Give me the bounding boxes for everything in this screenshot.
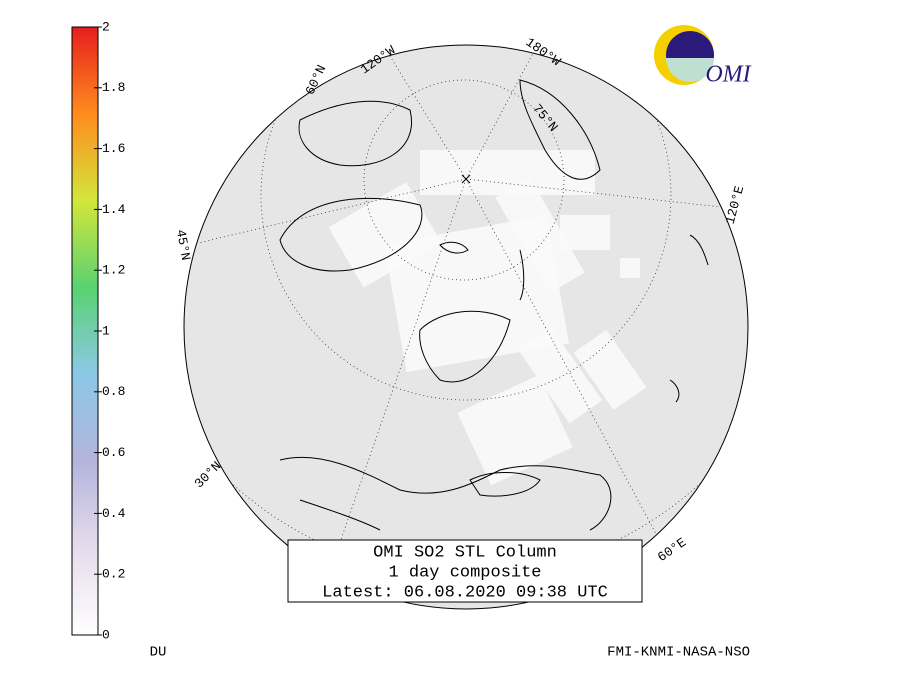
tick-label: 0.2 <box>102 567 125 582</box>
colorbar-fill <box>71 26 99 636</box>
lon-label: 60°E <box>655 535 689 565</box>
tick-label: 0.4 <box>102 506 126 521</box>
credit: FMI-KNMI-NASA-NSO <box>607 645 750 661</box>
unit-label: DU <box>150 645 167 661</box>
tick-label: 1.4 <box>102 202 126 217</box>
tick-label: 0 <box>102 627 110 642</box>
tick-label: 1 <box>102 323 110 338</box>
tick-label: 1.6 <box>102 141 125 156</box>
lat-label: 45°N <box>173 228 193 261</box>
tick-label: 2 <box>102 19 110 34</box>
tick-label: 0.6 <box>102 445 125 460</box>
subtitle: 1 day composite <box>388 563 541 582</box>
map <box>183 44 749 610</box>
colorbar: 0 0.2 0.4 0.6 0.8 1 1.2 1.4 1.6 1.8 2 <box>71 19 126 642</box>
title-box: OMI SO2 STL Column 1 day composite Lates… <box>287 539 643 603</box>
timestamp: Latest: 06.08.2020 09:38 UTC <box>322 583 608 602</box>
logo-text: OMI <box>705 62 751 88</box>
title: OMI SO2 STL Column <box>373 543 557 562</box>
tick-label: 1.8 <box>102 80 125 95</box>
tick-label: 1.2 <box>102 263 125 278</box>
logo: OMI <box>654 25 752 88</box>
tick-label: 0.8 <box>102 384 125 399</box>
lon-label: 120°E <box>723 184 748 226</box>
